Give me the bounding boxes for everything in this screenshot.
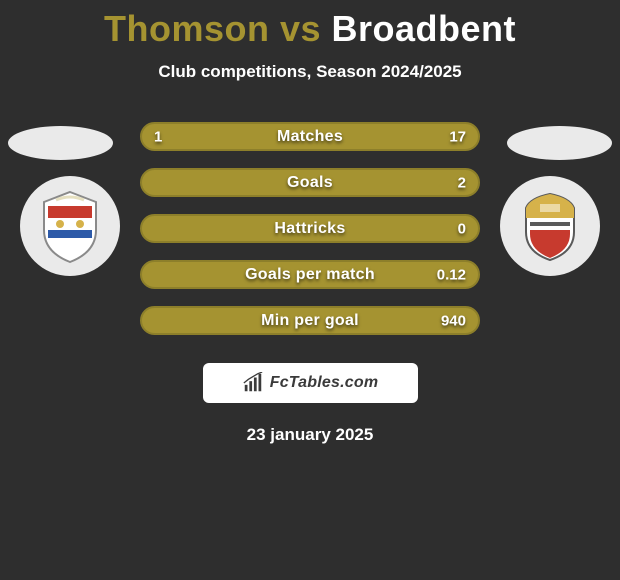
subtitle: Club competitions, Season 2024/2025: [0, 62, 620, 82]
stat-list: 1 Matches 17 Goals 2 Hattricks 0 Goals per matc…: [140, 122, 480, 335]
stat-bar: Goals per match 0.12: [140, 260, 480, 289]
stat-right-value: 0.12: [437, 266, 466, 283]
stat-bar: Hattricks 0: [140, 214, 480, 243]
stat-label: Min per goal: [261, 312, 359, 330]
title-player1: Thomson: [104, 8, 269, 49]
left-club-badge: [20, 176, 120, 276]
stat-label: Goals per match: [245, 266, 375, 284]
stat-bar: Goals 2: [140, 168, 480, 197]
title-vs: vs: [280, 8, 321, 49]
stat-label: Hattricks: [274, 220, 345, 238]
right-club-badge: [500, 176, 600, 276]
brand-box[interactable]: FcTables.com: [203, 363, 418, 403]
stat-right-value: 940: [441, 312, 466, 329]
stat-right-value: 2: [458, 174, 466, 191]
stat-bar: Min per goal 940: [140, 306, 480, 335]
stat-right-value: 0: [458, 220, 466, 237]
date: 23 january 2025: [0, 425, 620, 445]
right-team-ellipse: [507, 126, 612, 160]
stat-label: Goals: [287, 174, 333, 192]
page-title: Thomson vs Broadbent: [0, 0, 620, 50]
left-team-ellipse: [8, 126, 113, 160]
title-player2: Broadbent: [332, 8, 517, 49]
right-crest-icon: [510, 186, 590, 266]
brand-text: FcTables.com: [270, 374, 379, 392]
stat-left-value: 1: [154, 128, 162, 145]
stat-right-value: 17: [449, 128, 466, 145]
chart-icon: [242, 372, 264, 394]
comparison-card: Thomson vs Broadbent Club competitions, …: [0, 0, 620, 580]
stat-label: Matches: [277, 128, 343, 146]
left-crest-icon: [30, 186, 110, 266]
stat-bar: 1 Matches 17: [140, 122, 480, 151]
main-area: 1 Matches 17 Goals 2 Hattricks 0 Goals per matc…: [0, 122, 620, 335]
